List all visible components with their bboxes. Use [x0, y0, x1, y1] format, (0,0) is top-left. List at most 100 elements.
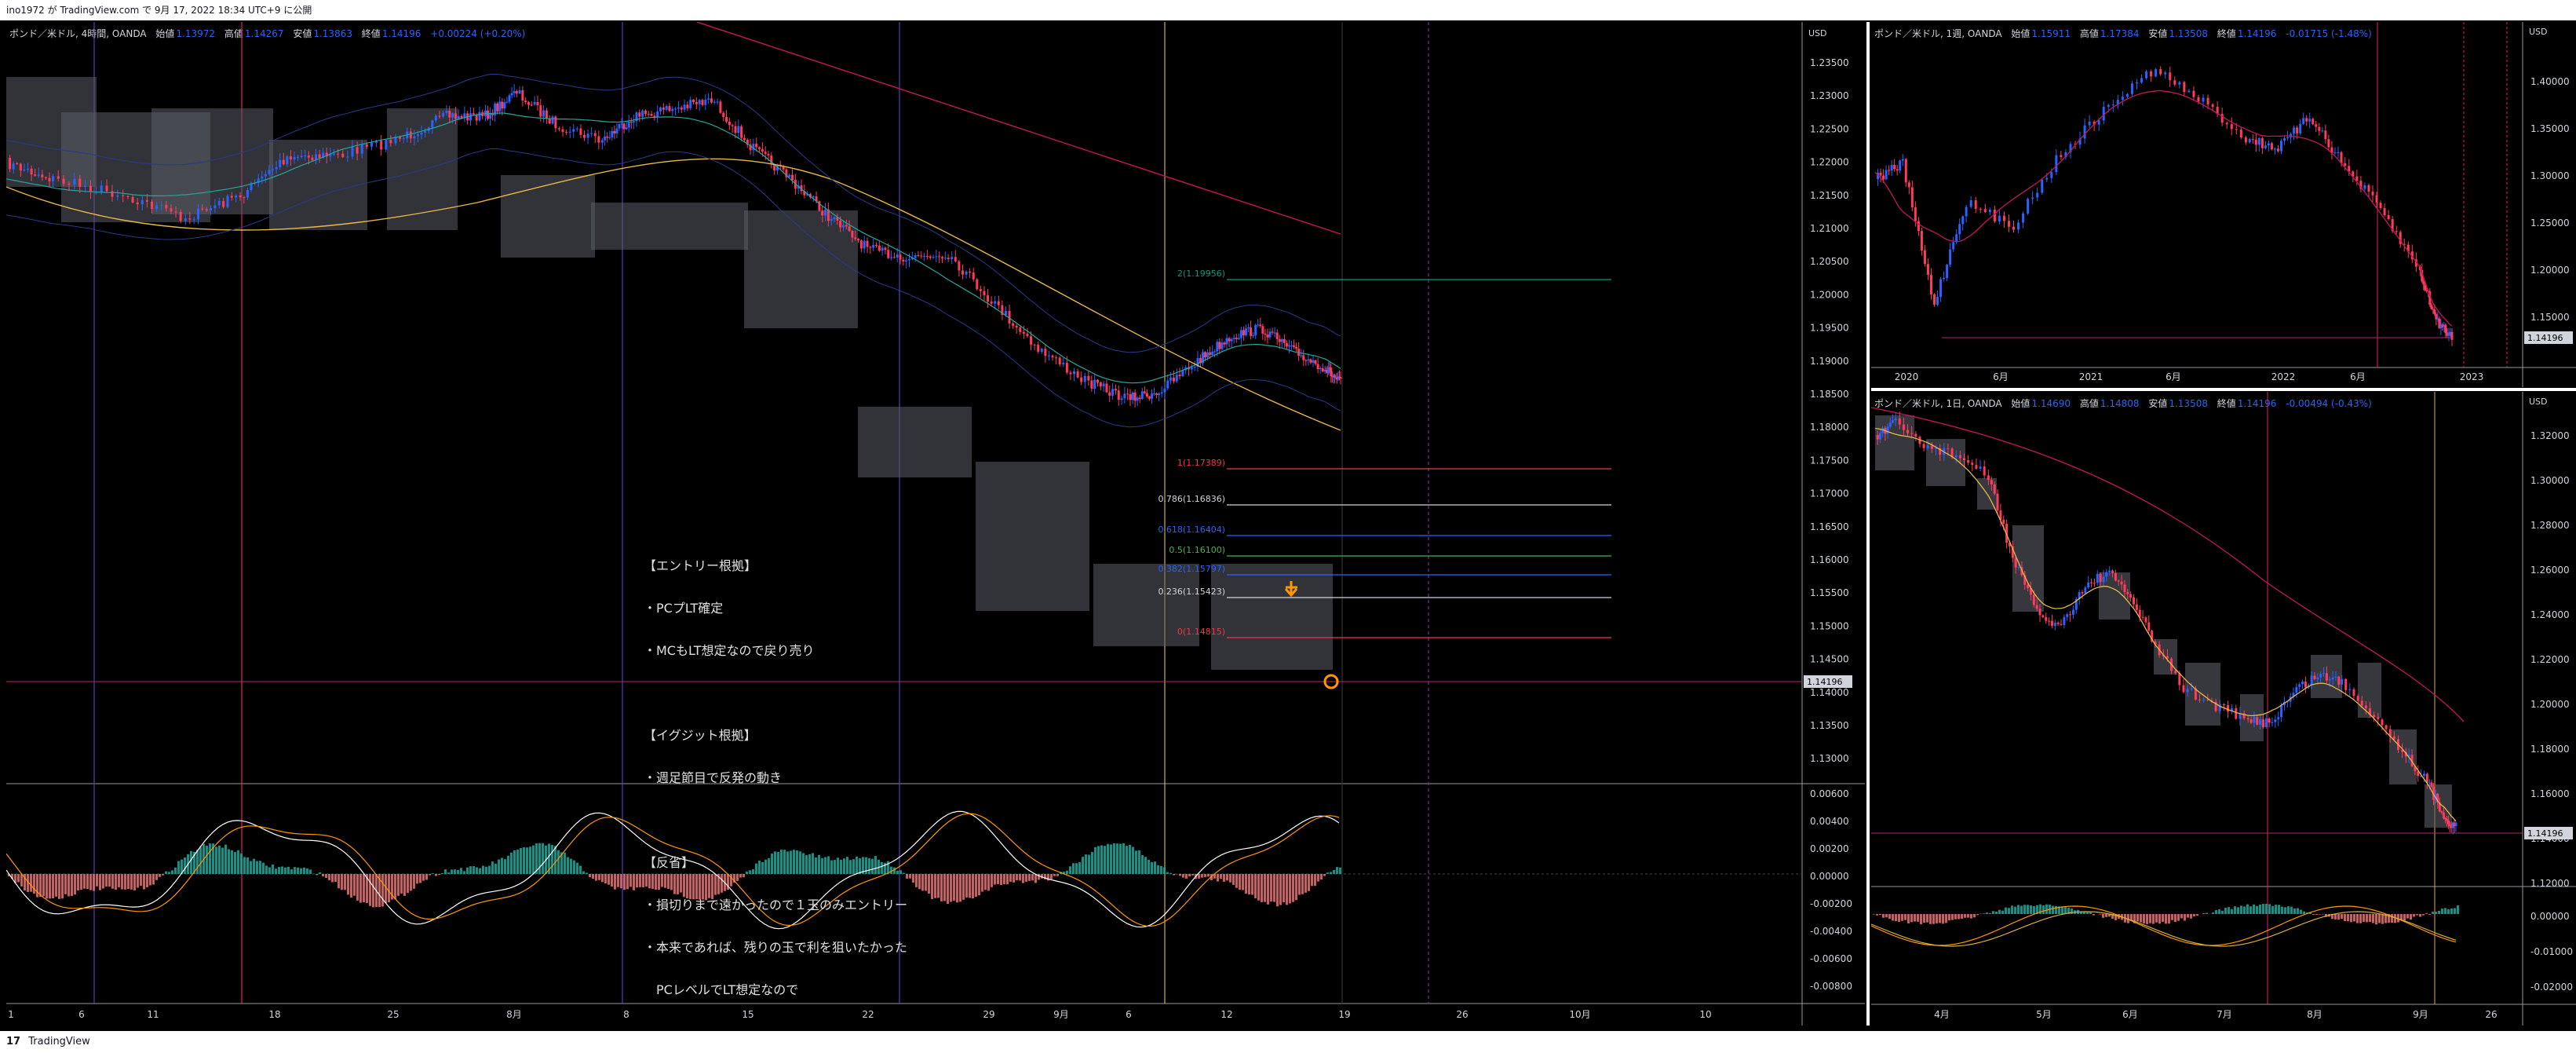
macd-bar	[52, 874, 54, 899]
macd-bar	[1129, 845, 1131, 874]
daily-candle	[2369, 708, 2372, 715]
daily-candle	[2401, 750, 2404, 752]
price-tick: 1.22000	[1810, 157, 1849, 168]
price-candle	[1319, 367, 1322, 370]
daily-candle	[2448, 824, 2451, 827]
price-candle	[521, 90, 524, 101]
daily-candle	[2014, 558, 2017, 568]
range-box	[1211, 564, 1333, 670]
weekly-price-chart[interactable]: USD 1.40000 1.35000 1.30000 1.25000 1.20000 1.…	[1871, 22, 2576, 387]
price-tick: 1.35000	[2530, 123, 2570, 134]
osc-tick: 0.00000	[1810, 871, 1849, 882]
weekly-candle	[2007, 221, 2010, 227]
weekly-candle	[2012, 226, 2016, 230]
price-candle	[424, 130, 427, 133]
macd-bar	[2341, 914, 2343, 920]
price-candle	[19, 163, 22, 171]
price-candle	[1334, 377, 1337, 378]
macd-bar	[504, 859, 506, 874]
macd-bar	[306, 868, 308, 874]
price-candle	[958, 261, 961, 271]
macd-bar	[987, 874, 990, 891]
macd-bar	[83, 874, 86, 889]
macd-bar	[614, 874, 616, 890]
macd-bar	[334, 874, 337, 883]
price-candle	[583, 134, 586, 138]
macd-bar	[667, 874, 670, 890]
macd-bar	[181, 859, 183, 874]
macd-bar	[680, 874, 682, 893]
price-candle	[460, 115, 463, 119]
price-candle	[1108, 392, 1111, 396]
weekly-candle	[2041, 179, 2044, 193]
main-price-chart[interactable]: USD 1.23500 1.23000 1.22500 1.22000 1.21500 1.…	[6, 22, 1865, 1026]
price-candle	[785, 169, 788, 177]
weekly-candle	[2399, 232, 2402, 244]
price-candle	[501, 101, 504, 109]
price-candle	[243, 197, 246, 199]
main-chart-panel[interactable]: ポンド／米ドル, 4時間, OANDA 始値 1.13972 高値 1.14267 …	[6, 22, 1865, 1026]
daily-candle	[2344, 678, 2348, 690]
macd-bar	[972, 874, 974, 899]
macd-bar	[2388, 914, 2390, 923]
daily-candle	[1891, 420, 1894, 423]
price-candle	[1065, 363, 1068, 373]
macd-bar	[385, 874, 387, 904]
macd-bar	[815, 857, 817, 874]
daily-candle	[2259, 719, 2262, 725]
price-candle	[653, 115, 656, 118]
range-box	[976, 462, 1089, 611]
price-tick: 1.40000	[2530, 76, 2570, 87]
macd-bar	[1986, 912, 1988, 914]
macd-bar	[1009, 874, 1012, 882]
price-candle	[1199, 357, 1202, 364]
price-candle	[332, 153, 335, 155]
macd-bar	[2281, 906, 2283, 914]
daily-price-chart[interactable]: USD 1.32000 1.30000 1.28000 1.26000 1.24000 1.…	[1871, 392, 2576, 1026]
macd-bar	[1217, 874, 1219, 882]
price-candle	[542, 110, 545, 117]
price-candle	[1004, 310, 1007, 316]
daily-candle	[2005, 523, 2009, 543]
macd-bar	[780, 849, 783, 874]
macd-bar	[501, 857, 503, 874]
price-candle	[116, 195, 119, 197]
panel-divider[interactable]	[1866, 22, 1870, 1026]
price-candle	[73, 178, 76, 185]
price-candle	[463, 113, 466, 119]
daily-candle	[2029, 587, 2032, 595]
macd-bar	[934, 874, 936, 898]
price-candle	[1326, 370, 1329, 374]
weekly-chart-panel[interactable]: ポンド／米ドル, 1週, OANDA 始値 1.15911 高値 1.17384 安…	[1871, 22, 2576, 387]
price-candle	[797, 185, 800, 189]
macd-bar	[1317, 874, 1319, 882]
weekly-candle	[2069, 144, 2072, 152]
weekly-candle	[1885, 170, 1888, 180]
right-panels-divider[interactable]	[1871, 388, 2576, 391]
weekly-candle	[2359, 181, 2363, 189]
macd-bar	[152, 874, 155, 885]
macd-bar	[1082, 857, 1084, 874]
macd-bar	[454, 869, 456, 874]
macd-bar	[2162, 914, 2164, 923]
macd-line	[6, 810, 1340, 930]
macd-bar	[2378, 914, 2381, 923]
daily-chart-panel[interactable]: ポンド／米ドル, 1日, OANDA 始値 1.14690 高値 1.14808 安…	[1871, 392, 2576, 1026]
macd-bar	[1191, 874, 1194, 876]
macd-bar	[297, 867, 299, 874]
macd-bar	[956, 874, 958, 903]
macd-bar	[1182, 874, 1184, 878]
macd-bar	[2237, 907, 2239, 914]
macd-bar	[903, 872, 905, 874]
weekly-candle	[2424, 284, 2427, 291]
macd-bar	[27, 874, 29, 892]
daily-candle	[2074, 598, 2078, 610]
daily-candle	[2151, 631, 2154, 642]
price-candle	[659, 107, 662, 112]
note-entry-title: 【エントリー根拠】	[644, 558, 757, 573]
price-candle	[551, 116, 554, 124]
daily-candle	[2451, 822, 2454, 828]
price-candle	[671, 108, 674, 112]
weekly-candle	[1901, 159, 1904, 161]
price-candle	[917, 255, 920, 257]
